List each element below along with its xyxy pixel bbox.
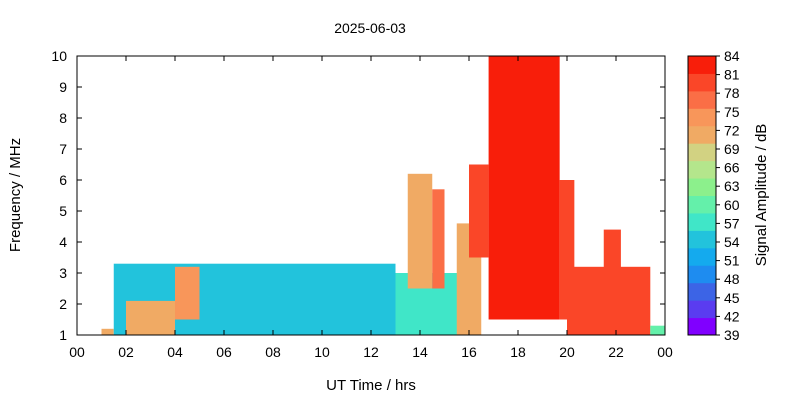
x-axis-label: UT Time / hrs [326, 377, 416, 394]
y-tick-label: 4 [59, 234, 67, 250]
y-tick-label: 1 [59, 327, 67, 343]
x-tick-label: 00 [657, 344, 673, 360]
colorbar-band [688, 160, 716, 179]
y-tick-label: 2 [59, 296, 67, 312]
colorbar-band [688, 108, 716, 127]
colorbar-band [688, 247, 716, 266]
signal-region-12 [603, 229, 621, 289]
colorbar-band [688, 178, 716, 196]
colorbar-band [688, 212, 716, 231]
colorbar-band [688, 56, 716, 74]
chart-title: 2025-06-03 [334, 20, 406, 36]
plot-frame [76, 55, 666, 336]
y-tick-label: 7 [59, 141, 67, 157]
colorbar-band [688, 282, 716, 301]
colorbar-tick-label: 48 [724, 271, 740, 287]
colorbar-tick-label: 69 [724, 141, 740, 157]
colorbar-label: Signal Amplitude / dB [753, 124, 770, 267]
colorbar-ticks: 39 42 45 48 51 54 57 60 63 66 69 72 75 78 81 84 [716, 48, 740, 343]
colorbar-band [688, 143, 716, 162]
x-axis-ticks: 00 02 04 06 08 10 12 14 16 18 20 22 00 [69, 56, 673, 360]
colorbar-tick-label: 45 [724, 290, 740, 306]
colorbar-tick-label: 60 [724, 197, 740, 213]
colorbar-tick-label: 84 [724, 48, 740, 64]
y-tick-label: 6 [59, 172, 67, 188]
x-tick-label: 12 [363, 344, 379, 360]
x-tick-label: 02 [118, 344, 134, 360]
y-tick-label: 3 [59, 265, 67, 281]
signal-region-9 [488, 56, 560, 320]
colorbar-tick-label: 72 [724, 122, 740, 138]
x-tick-label: 16 [461, 344, 477, 360]
colorbar-tick-label: 78 [724, 85, 740, 101]
x-tick-label: 22 [608, 344, 624, 360]
y-tick-label: 9 [59, 79, 67, 95]
colorbar [688, 56, 716, 336]
colorbar-band [688, 90, 716, 109]
x-tick-label: 10 [314, 344, 330, 360]
y-tick-label: 10 [51, 48, 67, 64]
signal-region-2 [126, 300, 175, 335]
signal-region-6 [432, 189, 445, 289]
signal-region-5 [407, 173, 433, 289]
colorbar-band [688, 265, 716, 284]
signal-region-0 [101, 328, 114, 335]
colorbar-tick-label: 81 [724, 67, 740, 83]
x-tick-label: 14 [412, 344, 428, 360]
colorbar-band [688, 300, 716, 319]
colorbar-tick-label: 75 [724, 104, 740, 120]
x-tick-label: 06 [216, 344, 232, 360]
colorbar-band [688, 73, 716, 92]
colorbar-tick-label: 39 [724, 327, 740, 343]
colorbar-tick-label: 57 [724, 215, 740, 231]
plot-area [101, 56, 665, 335]
y-tick-label: 5 [59, 203, 67, 219]
colorbar-frame [687, 55, 717, 336]
signal-region-8 [469, 164, 489, 258]
x-tick-label: 20 [559, 344, 575, 360]
colorbar-tick-label: 51 [724, 253, 740, 269]
colorbar-band [688, 125, 716, 144]
colorbar-band [688, 317, 716, 336]
x-tick-label: 18 [510, 344, 526, 360]
colorbar-tick-label: 54 [724, 234, 740, 250]
colorbar-band [688, 230, 716, 249]
colorbar-band [688, 195, 716, 214]
colorbar-tick-label: 63 [724, 178, 740, 194]
x-tick-label: 08 [265, 344, 281, 360]
x-tick-label: 00 [69, 344, 85, 360]
y-tick-label: 8 [59, 110, 67, 126]
signal-region-13 [650, 325, 665, 335]
x-tick-label: 04 [167, 344, 183, 360]
colorbar-tick-label: 66 [724, 160, 740, 176]
y-axis-label: Frequency / MHz [7, 138, 24, 252]
colorbar-tick-label: 42 [724, 308, 740, 324]
signal-region-3 [175, 266, 200, 320]
